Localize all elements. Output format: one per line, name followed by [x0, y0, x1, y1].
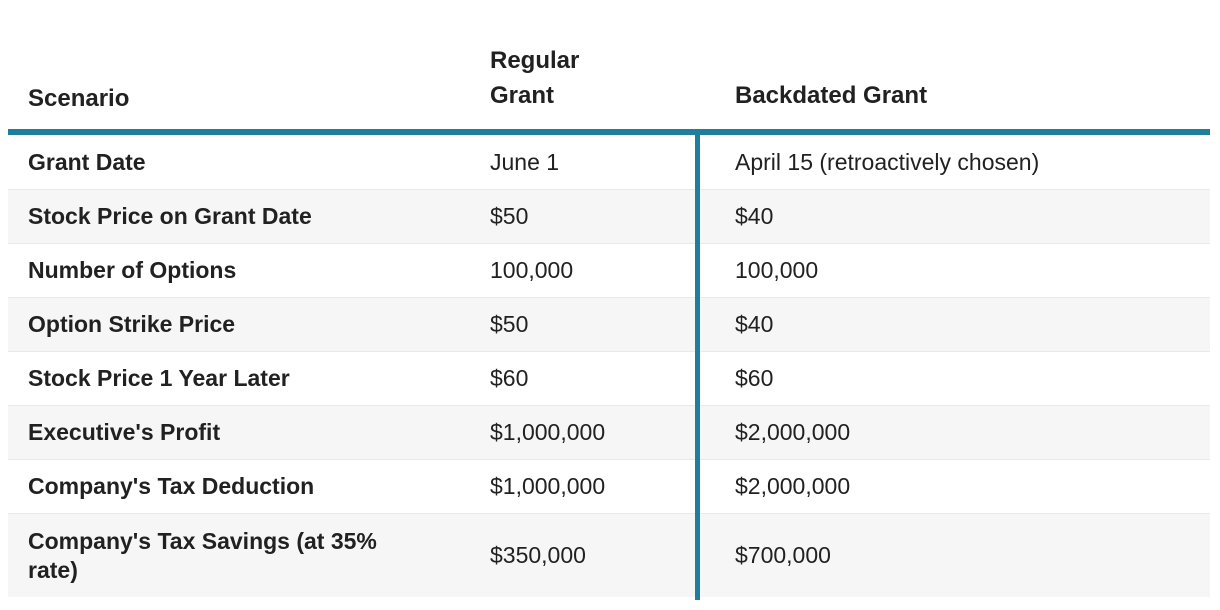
column-header-regular-grant-label: Regular Grant — [490, 47, 580, 110]
regular-grant-value: $60 — [490, 365, 529, 391]
header-accent-rule — [8, 129, 1210, 135]
table-header-row: Scenario Regular Grant Backdated Grant — [8, 0, 1210, 129]
backdated-grant-value: April 15 (retroactively chosen) — [735, 148, 1040, 175]
table-body: Grant Date June 1 April 15 (retroactivel… — [8, 135, 1210, 597]
backdated-grant-value: 100,000 — [735, 257, 819, 283]
table-row-number-of-options: Number of Options 100,000 100,000 — [8, 243, 1210, 297]
regular-grant-value: 100,000 — [490, 257, 574, 283]
backdated-grant-value: $2,000,000 — [735, 473, 851, 499]
scenario-label: Company's Tax Savings (at 35% rate) — [28, 527, 377, 583]
backdated-grant-value: $40 — [735, 311, 774, 337]
regular-grant-value: $1,000,000 — [490, 473, 606, 499]
regular-grant-value: $1,000,000 — [490, 419, 606, 445]
column-header-regular-grant: Regular Grant — [490, 44, 695, 114]
table-row-companys-tax-deduction: Company's Tax Deduction $1,000,000 $2,00… — [8, 459, 1210, 513]
regular-grant-value: June 1 — [490, 148, 560, 175]
regular-grant-value: $50 — [490, 203, 529, 229]
backdated-grant-value: $2,000,000 — [735, 419, 851, 445]
scenario-label: Company's Tax Deduction — [28, 473, 315, 500]
backdated-grant-value: $60 — [735, 365, 774, 391]
table-row-grant-date: Grant Date June 1 April 15 (retroactivel… — [8, 135, 1210, 189]
scenario-label: Grant Date — [28, 148, 146, 175]
table-row-stock-price-grant-date: Stock Price on Grant Date $50 $40 — [8, 189, 1210, 243]
table-row-stock-price-1-year-later: Stock Price 1 Year Later $60 $60 — [8, 351, 1210, 405]
regular-grant-value: $350,000 — [490, 542, 586, 568]
table-row-companys-tax-savings: Company's Tax Savings (at 35% rate) $350… — [8, 513, 1210, 597]
backdated-grant-value: $700,000 — [735, 542, 831, 568]
column-accent-divider — [695, 135, 700, 600]
scenario-label: Stock Price 1 Year Later — [28, 365, 290, 392]
table-row-option-strike-price: Option Strike Price $50 $40 — [8, 297, 1210, 351]
table-row-executives-profit: Executive's Profit $1,000,000 $2,000,000 — [8, 405, 1210, 459]
scenario-label: Stock Price on Grant Date — [28, 203, 312, 230]
column-header-backdated-grant: Backdated Grant — [735, 82, 928, 110]
column-header-scenario: Scenario — [28, 85, 130, 112]
regular-grant-value: $50 — [490, 311, 529, 337]
scenario-label: Option Strike Price — [28, 311, 236, 338]
scenario-label: Number of Options — [28, 257, 237, 284]
scenario-label: Executive's Profit — [28, 419, 221, 446]
backdated-grant-value: $40 — [735, 203, 774, 229]
